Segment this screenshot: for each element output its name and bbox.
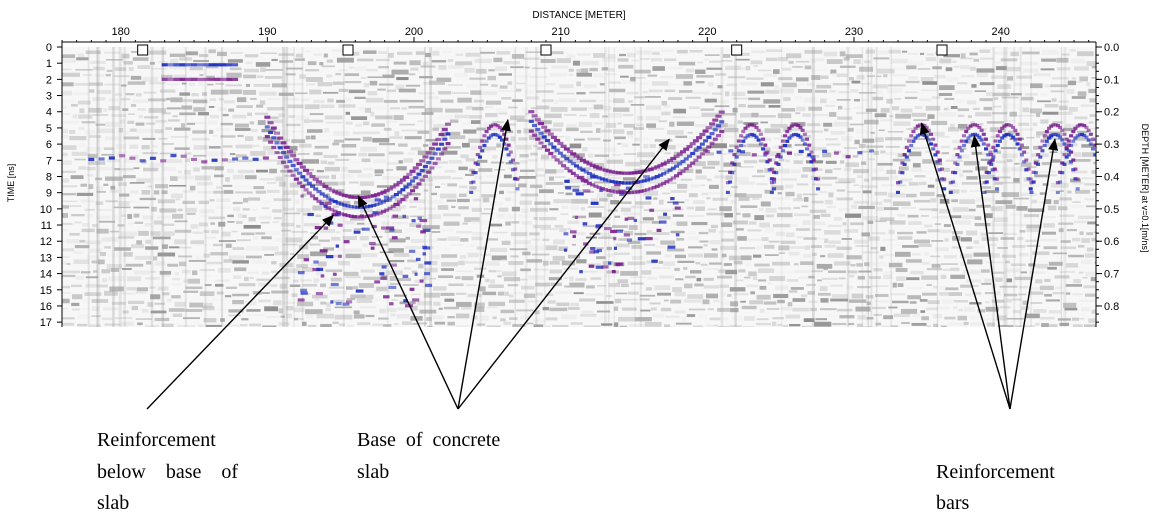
annotation-line: slab <box>97 492 129 514</box>
annotation-line: Reinforcement <box>936 461 1055 483</box>
depth-tick-label: 0.6 <box>1104 236 1119 248</box>
x-tick-label: 180 <box>111 26 129 38</box>
background-noise-layer <box>62 47 1096 327</box>
annotation-reinforcement-below-base: Reinforcement below base of slab <box>97 429 238 514</box>
x-tick-label: 240 <box>991 26 1009 38</box>
depth-tick-label: 0.4 <box>1104 171 1119 183</box>
depth-axis: 0.0 0.1 0.2 0.3 0.4 0.5 0.6 0.7 0.8 <box>1096 42 1119 323</box>
depth-tick-label: 0.3 <box>1104 139 1119 151</box>
distance-marker <box>731 44 743 56</box>
x-tick-label: 210 <box>551 26 569 38</box>
time-tick-label: 12 <box>40 236 52 248</box>
depth-tick-label: 0.1 <box>1104 74 1119 86</box>
depth-tick-label: 0.2 <box>1104 107 1119 119</box>
annotation-arrow <box>457 118 511 410</box>
annotation-arrow <box>146 214 335 410</box>
time-tick-label: 3 <box>46 91 52 103</box>
time-tick-label: 6 <box>46 139 52 151</box>
annotation-arrow <box>357 194 459 410</box>
time-tick-label: 13 <box>40 252 52 264</box>
time-tick-label: 7 <box>46 155 52 167</box>
annotation-base-of-concrete-slab: Base of concrete slab <box>357 429 500 483</box>
annotation-arrow <box>919 122 1011 410</box>
depth-tick-label: 0.0 <box>1104 42 1119 54</box>
time-tick-label: 5 <box>46 123 52 135</box>
depth-tick-label: 0.5 <box>1104 204 1119 216</box>
x-tick-label: 200 <box>405 26 423 38</box>
reflection-signal-layer <box>88 63 1096 308</box>
left-axis-label: TIME [ns] <box>6 164 16 203</box>
time-tick-label: 16 <box>40 301 52 313</box>
radargram-image <box>62 47 1096 327</box>
annotation-line: bars <box>936 492 970 514</box>
time-tick-label: 14 <box>40 269 52 281</box>
time-tick-label: 8 <box>46 171 52 183</box>
time-tick-label: 2 <box>46 74 52 86</box>
annotation-arrow <box>1009 138 1059 410</box>
time-tick-label: 15 <box>40 285 52 297</box>
annotation-line: below base of <box>97 461 238 483</box>
time-tick-label: 0 <box>46 42 52 54</box>
annotation-arrow <box>970 135 1011 410</box>
top-axis-label: DISTANCE [METER] <box>532 10 625 21</box>
distance-marker <box>342 44 354 56</box>
time-tick-label: 4 <box>46 107 52 119</box>
distance-marker <box>540 44 552 56</box>
annotation-line: Reinforcement <box>97 429 216 451</box>
time-tick-label: 1 <box>46 58 52 70</box>
time-tick-label: 9 <box>46 188 52 200</box>
depth-tick-label: 0.7 <box>1104 269 1119 281</box>
depth-tick-label: 0.8 <box>1104 301 1119 313</box>
x-tick-label: 190 <box>258 26 276 38</box>
annotation-line: Base of concrete <box>357 429 500 451</box>
distance-axis: 180 190 200 210 220 230 240 <box>61 26 1090 42</box>
right-axis-label: DEPTH [METER] at v=0.1[m/ns] <box>1140 124 1150 253</box>
annotation-arrows <box>146 118 1059 410</box>
x-tick-label: 230 <box>845 26 863 38</box>
annotation-arrow <box>457 138 670 410</box>
time-tick-label: 17 <box>40 317 52 329</box>
annotation-line: slab <box>357 461 389 483</box>
distance-marker <box>936 44 948 56</box>
time-tick-label: 10 <box>40 204 52 216</box>
time-tick-label: 11 <box>41 220 52 232</box>
distance-marker <box>137 44 149 56</box>
distance-markers <box>137 44 948 56</box>
annotation-reinforcement-bars: Reinforcement bars <box>936 461 1055 514</box>
x-tick-label: 220 <box>698 26 716 38</box>
